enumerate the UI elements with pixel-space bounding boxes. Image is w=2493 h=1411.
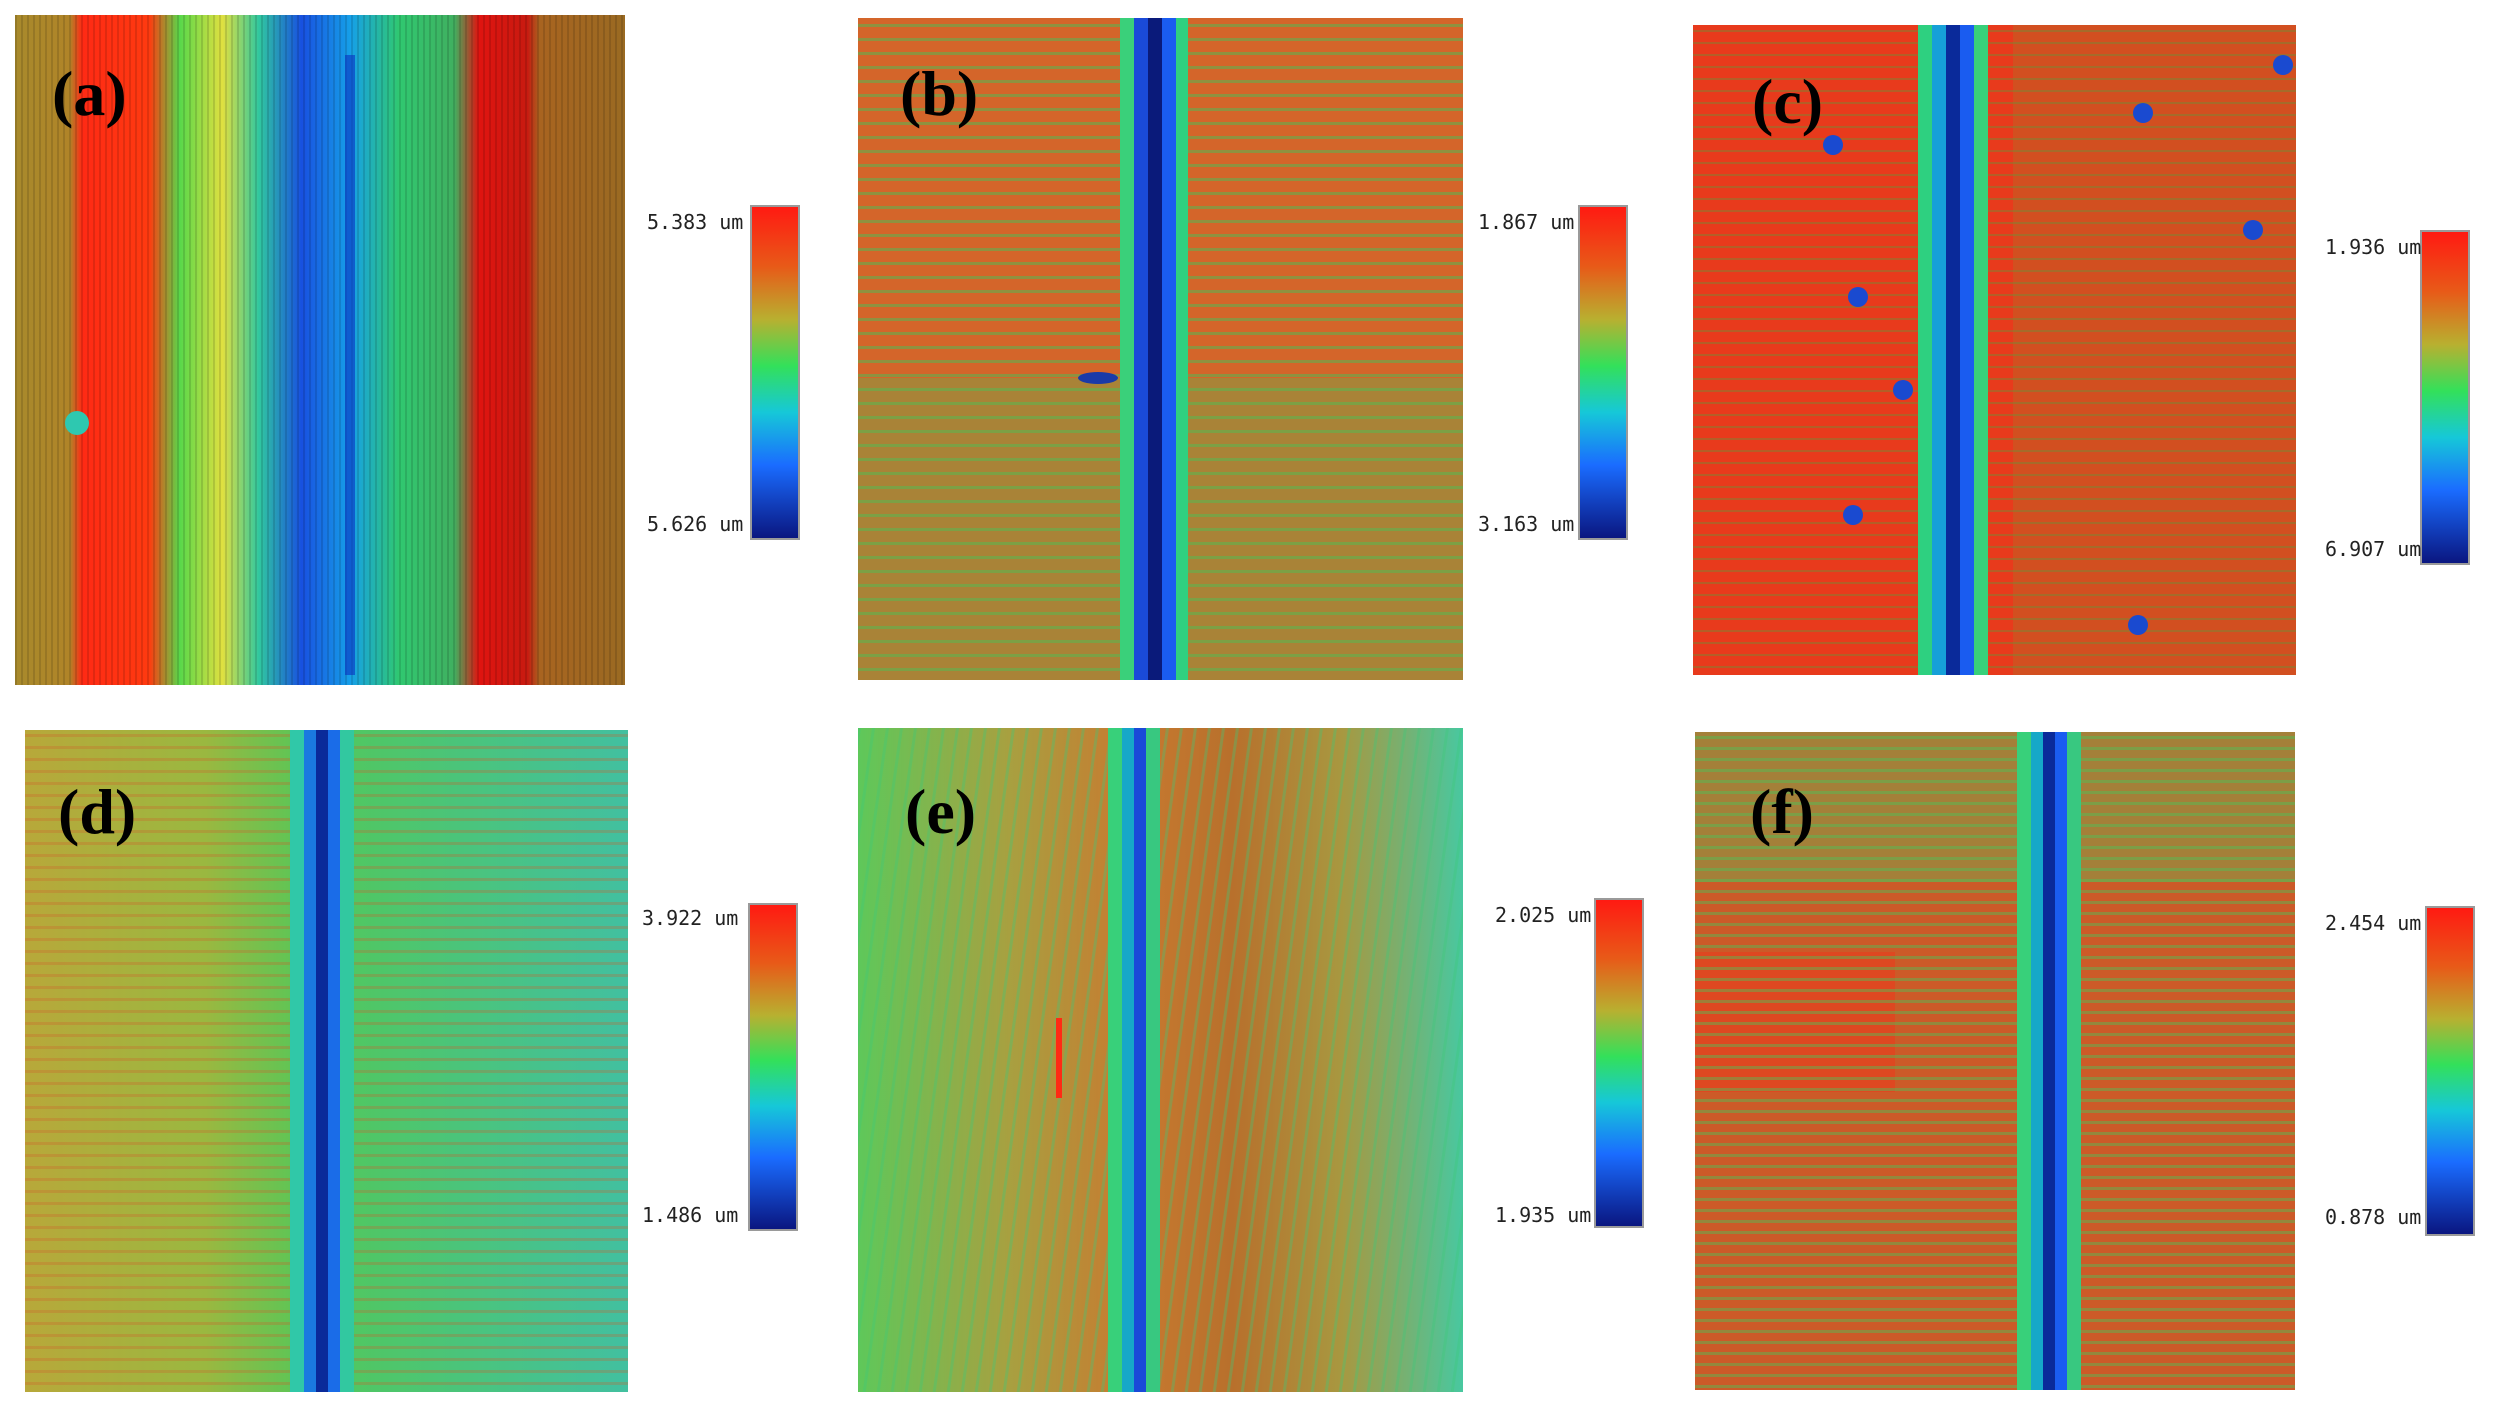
scale-bottom-value-c: 6.907 um [2325, 537, 2422, 561]
scale-bottom-value-e: 1.935 um [1495, 1203, 1592, 1227]
scale-top-value-e: 2.025 um [1495, 903, 1592, 927]
color-scale-bar-e [1594, 898, 1644, 1228]
scale-top-value-f: 2.454 um [2325, 911, 2422, 935]
color-scale-bar-c [2420, 230, 2470, 565]
color-scale-bar-b [1578, 205, 1628, 540]
panel-label-b: (b) [900, 58, 979, 129]
color-scale-bar-d [748, 903, 798, 1231]
scale-top-value-d: 3.922 um [642, 906, 739, 930]
panel-label-a: (a) [52, 58, 127, 129]
color-scale-bar-f [2425, 906, 2475, 1236]
scale-top-value-c: 1.936 um [2325, 235, 2422, 259]
scale-top-value-a: 5.383 um [647, 210, 744, 234]
surface-map-c [1693, 25, 2296, 675]
surface-map-f [1695, 732, 2295, 1390]
surface-map-b [858, 18, 1463, 680]
color-scale-bar-a [750, 205, 800, 540]
scale-bottom-value-b: 3.163 um [1478, 512, 1575, 536]
scale-bottom-value-a: 5.626 um [647, 512, 744, 536]
panel-label-d: (d) [58, 776, 137, 847]
surface-map-d [25, 730, 628, 1392]
panel-label-e: (e) [905, 776, 977, 847]
panel-label-f: (f) [1750, 776, 1814, 847]
surface-map-e [858, 728, 1463, 1392]
scale-bottom-value-f: 0.878 um [2325, 1205, 2422, 1229]
panel-label-c: (c) [1752, 66, 1824, 137]
scale-bottom-value-d: 1.486 um [642, 1203, 739, 1227]
scale-top-value-b: 1.867 um [1478, 210, 1575, 234]
surface-map-a [15, 15, 625, 685]
